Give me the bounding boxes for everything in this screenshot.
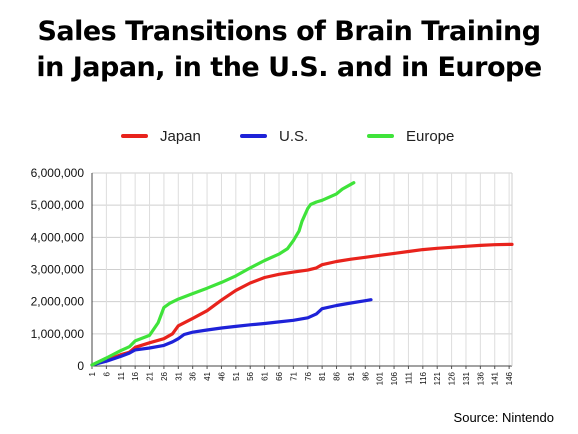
x-tick-label: 86 [333,371,342,380]
legend-label-europe: Europe [406,127,455,145]
x-tick-label: 46 [217,371,226,380]
y-tick-label: 5,000,000 [31,198,85,212]
y-tick-label: 4,000,000 [31,230,85,244]
chart-title: Sales Transitions of Brain Training in J… [0,14,578,86]
y-tick-label: 1,000,000 [31,327,85,341]
x-tick-label: 141 [491,371,500,385]
legend-label-japan: Japan [160,127,201,145]
legend-swatch-europe [367,134,394,138]
legend-item-europe: Europe [367,126,454,146]
x-tick-label: 96 [361,371,370,380]
series-line-japan [90,242,514,367]
x-tick-label: 1 [88,371,97,376]
y-tick-label: 2,000,000 [31,295,85,309]
x-tick-label: 76 [304,371,313,380]
x-tick-label: 51 [232,371,241,380]
legend-label-us: U.S. [279,127,309,145]
x-tick-label: 31 [174,371,183,380]
x-tick-label: 131 [462,371,471,385]
x-tick-label: 11 [117,371,126,380]
x-tick-label: 106 [390,371,399,385]
x-tick-label: 6 [102,371,111,376]
legend-swatch-japan [121,134,148,138]
legend-item-japan: Japan [121,126,201,146]
x-tick-label: 136 [476,371,485,385]
x-tick-label: 16 [131,371,140,380]
series-line-us [90,298,373,367]
y-tick-label: 6,000,000 [31,166,85,180]
x-tick-label: 66 [275,371,284,380]
chart-title-line-2: in Japan, in the U.S. and in Europe [36,52,542,83]
x-tick-label: 146 [505,371,514,385]
x-tick-label: 21 [146,371,155,380]
x-tick-label: 61 [261,371,270,380]
x-tick-label: 126 [448,371,457,385]
source-note: Source: Nintendo [453,410,554,425]
x-tick-label: 26 [160,371,169,380]
legend-swatch-us [240,134,267,138]
y-tick-label: 3,000,000 [31,263,85,277]
x-tick-label: 56 [246,371,255,380]
x-tick-label: 121 [433,371,442,385]
x-tick-label: 81 [318,371,327,380]
chart-title-line-1: Sales Transitions of Brain Training [37,16,541,47]
x-tick-label: 111 [404,371,413,384]
x-tick-label: 101 [376,371,385,385]
x-tick-label: 36 [189,371,198,380]
x-tick-label: 71 [289,371,298,380]
y-tick-label: 0 [77,359,84,373]
series-line-europe [90,181,356,367]
x-tick-label: 41 [203,371,212,380]
x-tick-label: 91 [347,371,356,380]
x-tick-label: 116 [419,371,428,384]
legend: Japan U.S. Europe [0,126,578,146]
legend-item-us: U.S. [240,126,308,146]
